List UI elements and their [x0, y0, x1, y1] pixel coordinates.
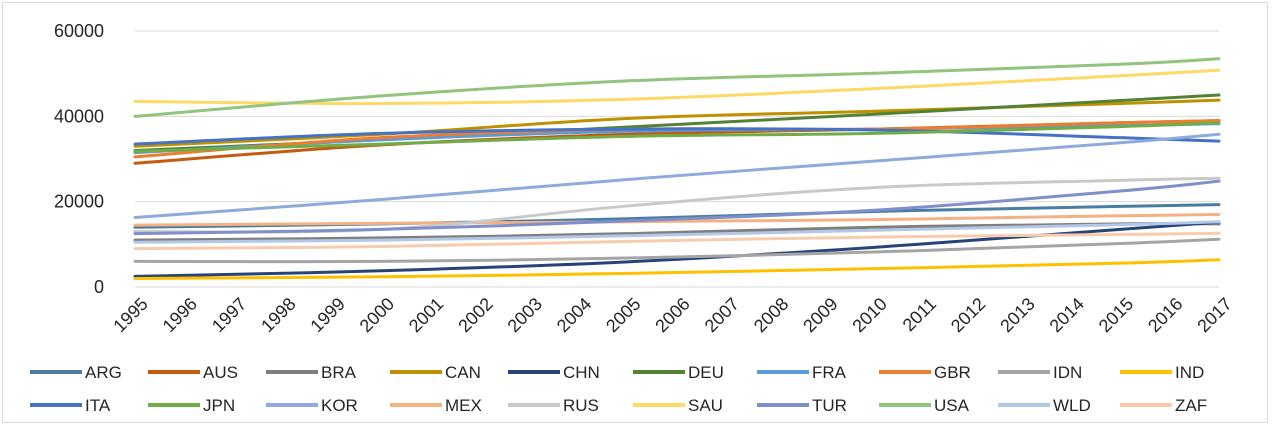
- legend-label-aus: AUS: [203, 363, 238, 382]
- x-tick-label: 2010: [848, 294, 890, 336]
- legend-label-mex: MEX: [445, 396, 482, 415]
- legend-label-can: CAN: [445, 363, 481, 382]
- x-tick-label: 2001: [405, 294, 447, 336]
- legend-label-usa: USA: [934, 396, 970, 415]
- x-tick-label: 2011: [899, 294, 941, 336]
- legend-label-chn: CHN: [563, 363, 600, 382]
- legend-label-deu: DEU: [688, 363, 724, 382]
- legend-label-arg: ARG: [85, 363, 122, 382]
- x-tick-label: 2015: [1095, 294, 1137, 336]
- x-tick-label: 2006: [651, 294, 693, 336]
- series-line-usa: [133, 57, 1221, 118]
- legend-label-fra: FRA: [812, 363, 847, 382]
- legend-label-gbr: GBR: [934, 363, 971, 382]
- series-line-wld: [133, 220, 1221, 244]
- x-tick-label: 1998: [257, 294, 299, 336]
- x-tick-label: 1997: [208, 294, 250, 336]
- series-line-ind: [133, 258, 1221, 280]
- legend-label-ita: ITA: [85, 396, 111, 415]
- x-tick-label: 1996: [159, 294, 201, 336]
- series-line-can: [133, 98, 1221, 148]
- x-tick-label: 2003: [504, 294, 546, 336]
- series-lines: [133, 57, 1221, 280]
- legend-label-idn: IDN: [1053, 363, 1082, 382]
- series-line-mex: [133, 212, 1221, 227]
- x-tick-label: 1995: [109, 294, 151, 336]
- x-tick-label: 2007: [701, 294, 743, 336]
- x-axis-ticks: 1995 1996 1997 1998 1999 2000 2001 2002 2003 2004…: [109, 294, 1235, 336]
- series-line-zaf: [133, 231, 1221, 251]
- y-tick-label: 60000: [54, 21, 104, 41]
- y-tick-label: 20000: [54, 192, 104, 212]
- x-tick-label: 2013: [996, 294, 1038, 336]
- series-line-tur: [133, 179, 1221, 236]
- x-tick-label: 2012: [947, 294, 989, 336]
- x-tick-label: 2016: [1144, 294, 1186, 336]
- legend-label-rus: RUS: [563, 396, 599, 415]
- x-tick-label: 2004: [553, 294, 595, 336]
- x-tick-label: 2008: [750, 294, 792, 336]
- legend-label-zaf: ZAF: [1175, 396, 1207, 415]
- legend-label-jpn: JPN: [203, 396, 235, 415]
- x-tick-label: 2000: [356, 294, 398, 336]
- legend-label-wld: WLD: [1053, 396, 1091, 415]
- series-line-jpn: [133, 121, 1221, 153]
- legend-label-bra: BRA: [321, 363, 357, 382]
- series-line-ita: [133, 127, 1221, 146]
- legend-label-tur: TUR: [812, 396, 847, 415]
- legend-label-kor: KOR: [321, 396, 358, 415]
- y-tick-label: 40000: [54, 106, 104, 126]
- x-tick-label: 2014: [1046, 294, 1088, 336]
- y-axis-ticks: 0 20000 40000 60000: [54, 21, 104, 297]
- y-tick-label: 0: [94, 277, 104, 297]
- x-tick-label: 2017: [1193, 294, 1235, 336]
- series-line-idn: [133, 237, 1221, 264]
- series-line-kor: [133, 132, 1221, 219]
- legend-label-sau: SAU: [688, 396, 723, 415]
- x-tick-label: 2005: [602, 294, 644, 336]
- x-tick-label: 1999: [306, 294, 348, 336]
- x-tick-label: 2009: [799, 294, 841, 336]
- legend-label-ind: IND: [1175, 363, 1204, 382]
- series-line-sau: [133, 68, 1221, 106]
- x-tick-label: 2002: [454, 294, 496, 336]
- legend: ARG AUS BRA CAN CHN DEU FRA GBR IDN IND ITA JPN KOR M…: [30, 363, 1207, 415]
